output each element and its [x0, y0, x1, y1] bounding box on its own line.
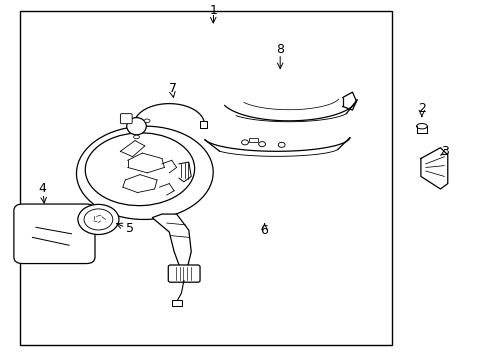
Circle shape: [259, 141, 266, 147]
FancyBboxPatch shape: [14, 204, 95, 264]
Text: 7: 7: [169, 82, 177, 95]
Ellipse shape: [123, 119, 129, 123]
Bar: [200, 121, 207, 128]
Text: 3: 3: [441, 145, 449, 158]
Text: 8: 8: [276, 42, 284, 55]
Ellipse shape: [134, 135, 140, 139]
Text: 1: 1: [209, 4, 217, 17]
FancyBboxPatch shape: [168, 265, 200, 282]
Ellipse shape: [416, 123, 427, 129]
Circle shape: [278, 142, 285, 147]
Circle shape: [242, 140, 248, 145]
Text: 6: 6: [261, 224, 269, 238]
FancyBboxPatch shape: [121, 114, 132, 124]
Bar: [20, 12, 392, 345]
Ellipse shape: [76, 126, 213, 220]
Bar: [249, 138, 258, 141]
Ellipse shape: [127, 118, 147, 135]
Bar: [172, 301, 182, 306]
Text: 5: 5: [126, 222, 134, 235]
Ellipse shape: [144, 119, 150, 123]
Ellipse shape: [85, 133, 195, 206]
Circle shape: [78, 204, 119, 234]
Circle shape: [84, 209, 113, 230]
Polygon shape: [152, 214, 191, 271]
Text: 4: 4: [38, 183, 46, 195]
Text: 2: 2: [418, 103, 426, 116]
